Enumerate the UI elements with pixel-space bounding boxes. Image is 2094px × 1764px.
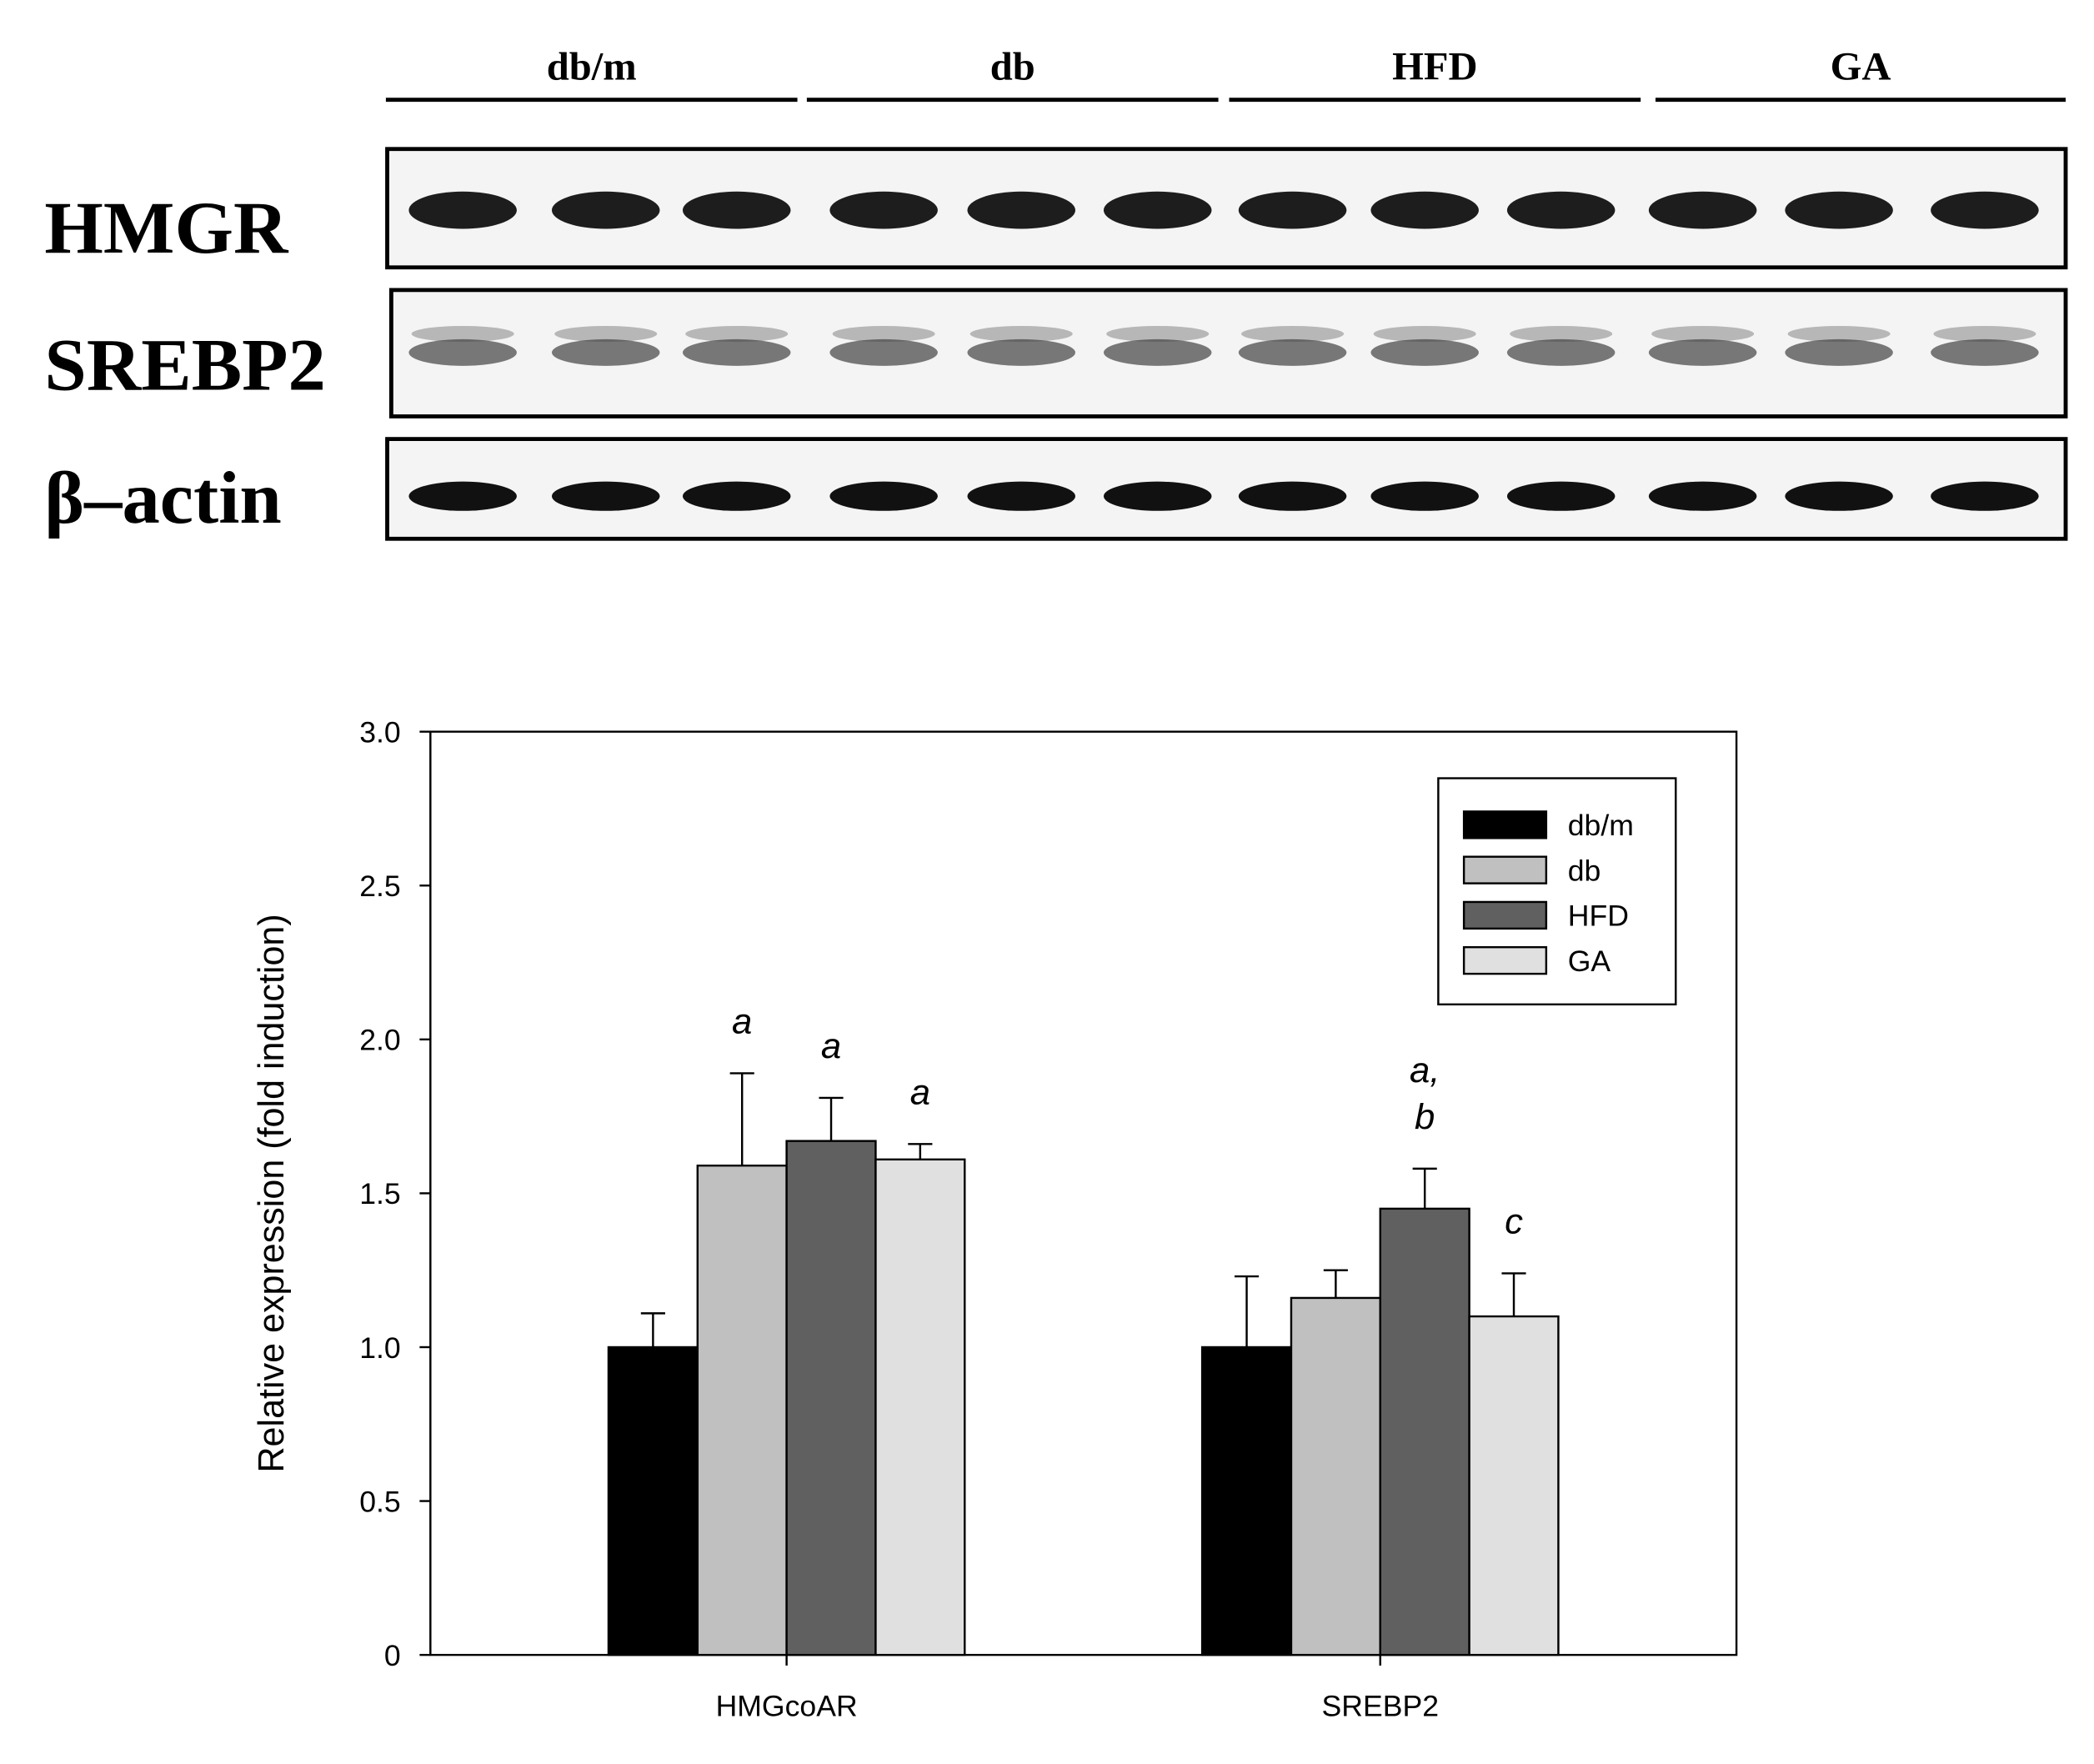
blot-band (1785, 338, 1893, 366)
blot-band (1238, 481, 1347, 511)
blot-band (1370, 338, 1479, 366)
blot-band (408, 191, 517, 229)
blot-band (1103, 191, 1212, 229)
blot-band (1238, 191, 1347, 229)
blot-band (967, 338, 1075, 366)
blot-band (551, 191, 660, 229)
legend-swatch (1462, 855, 1548, 885)
bar (607, 1346, 699, 1656)
blot-band (1103, 338, 1212, 366)
legend-swatch (1462, 810, 1548, 839)
blot-band (1506, 338, 1616, 366)
blot-band (1785, 481, 1893, 511)
blot-band (1370, 481, 1479, 511)
group-label: db (990, 45, 1035, 89)
legend-label: GA (1568, 945, 1611, 978)
blot-band (967, 191, 1075, 229)
bar (1290, 1296, 1381, 1656)
blot-band (829, 338, 938, 366)
blot-band (685, 325, 789, 343)
y-tick-label: 0.5 (359, 1486, 400, 1519)
blot-band (1933, 325, 2036, 343)
bar (1468, 1315, 1560, 1656)
bar (785, 1140, 877, 1656)
blot-band (1931, 338, 2039, 366)
blot-band (829, 481, 938, 511)
y-axis-label: Relative expression (fold induction) (252, 914, 292, 1472)
blot-row-label: β–actin (44, 458, 281, 539)
significance-label: a (732, 1002, 752, 1042)
group-label: HFD (1392, 45, 1477, 89)
blot-band (682, 481, 791, 511)
blot-band (1370, 191, 1479, 229)
blot-band (1373, 325, 1476, 343)
bar (1200, 1346, 1293, 1656)
y-tick-label: 2.0 (359, 1025, 400, 1057)
significance-label: b (1415, 1097, 1435, 1137)
significance-label: c (1505, 1202, 1523, 1242)
blot-band (682, 191, 791, 229)
blot-band (1651, 325, 1755, 343)
blot-band (1241, 325, 1345, 343)
blot-band (967, 481, 1075, 511)
blot-band (408, 338, 517, 366)
legend-swatch (1462, 945, 1548, 975)
blot-band (408, 481, 517, 511)
blot-band (1648, 191, 1757, 229)
blot-band (832, 325, 935, 343)
legend-label: db (1568, 855, 1601, 888)
bar (874, 1158, 966, 1656)
blot-band (1931, 191, 2039, 229)
blot-band (969, 325, 1073, 343)
y-tick-label: 3.0 (359, 717, 400, 749)
blot-frame (385, 437, 2068, 541)
legend-label: HFD (1568, 900, 1629, 933)
blot-band (1931, 481, 2039, 511)
blot-band (1648, 338, 1757, 366)
blot-band (1648, 481, 1757, 511)
blot-band (1106, 325, 1210, 343)
legend-label: db/m (1568, 809, 1634, 842)
y-tick-label: 1.5 (359, 1178, 400, 1210)
y-tick-label: 0 (384, 1640, 401, 1672)
blot-row-label: HMGR (44, 188, 288, 269)
significance-label: a (821, 1026, 841, 1066)
group-label: db/m (547, 45, 637, 89)
significance-label: a, (1410, 1050, 1440, 1090)
bar (696, 1164, 788, 1656)
x-tick-label: HMGcoAR (716, 1691, 858, 1723)
blot-row-label: SREBP2 (44, 324, 325, 406)
significance-label: a (910, 1073, 930, 1113)
blot-band (551, 481, 660, 511)
blot-band (1510, 325, 1613, 343)
y-tick-label: 1.0 (359, 1332, 400, 1365)
blot-band (411, 325, 514, 343)
blot-band (1238, 338, 1347, 366)
blot-band (554, 325, 658, 343)
blot-band (1506, 481, 1616, 511)
blot-band (829, 191, 938, 229)
blot-band (1787, 325, 1891, 343)
legend-swatch (1462, 900, 1548, 930)
y-tick-label: 2.5 (359, 870, 400, 903)
blot-band (551, 338, 660, 366)
bar (1379, 1207, 1470, 1656)
blot-band (682, 338, 791, 366)
x-tick-label: SREBP2 (1322, 1691, 1439, 1723)
blot-band (1506, 191, 1616, 229)
group-label: GA (1831, 45, 1891, 89)
blot-band (1785, 191, 1893, 229)
blot-band (1103, 481, 1212, 511)
